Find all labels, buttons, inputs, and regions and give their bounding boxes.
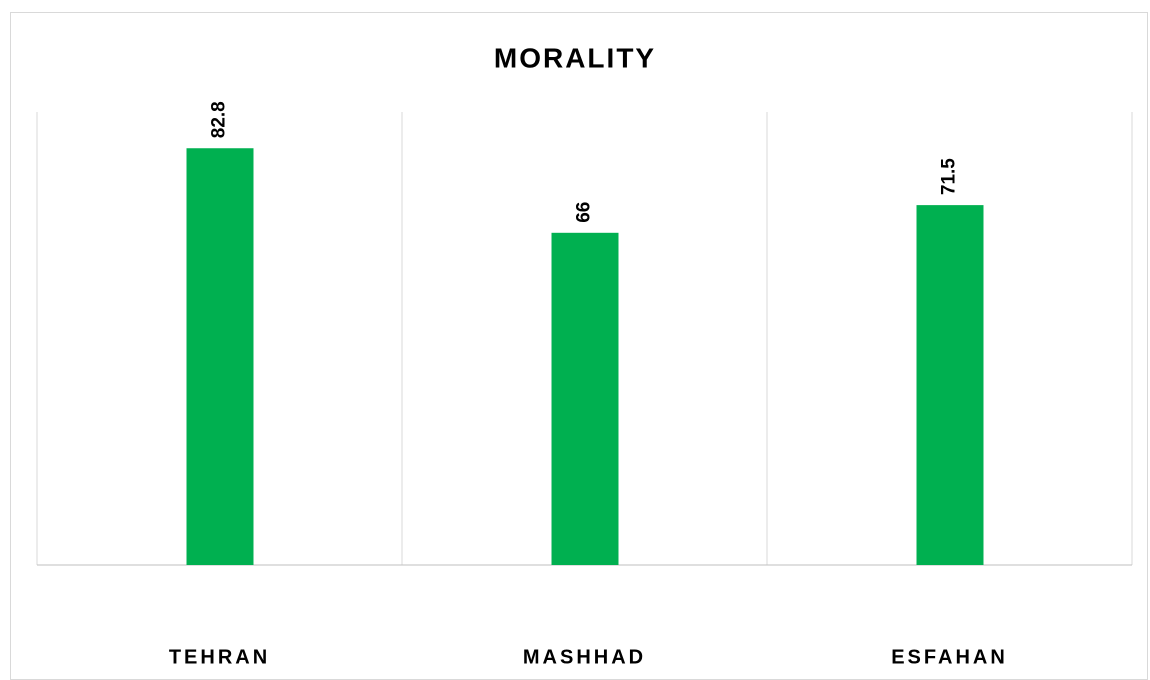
bar	[551, 232, 619, 566]
x-tick-label: TEHRAN	[169, 646, 270, 668]
bar	[186, 148, 254, 566]
data-label: 66	[574, 202, 595, 223]
x-tick-label: ESFAHAN	[891, 646, 1008, 668]
data-label: 71.5	[939, 158, 960, 195]
chart-title: MORALITY	[494, 42, 656, 73]
bar	[916, 205, 984, 565]
data-label: 82.8	[209, 101, 230, 138]
x-tick-label: MASHHAD	[523, 646, 646, 668]
